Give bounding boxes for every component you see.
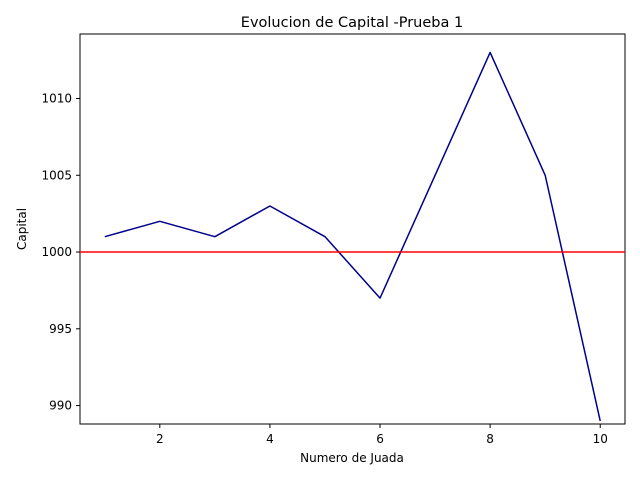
plot-area	[79, 33, 626, 425]
x-tick-label: 4	[266, 432, 274, 446]
y-axis-ticks: 990 995 1000 1005 1010	[41, 91, 80, 413]
y-axis-label: Capital	[15, 208, 29, 250]
y-tick-label: 995	[49, 322, 72, 336]
y-tick-label: 1000	[41, 245, 72, 259]
x-tick-label: 6	[376, 432, 384, 446]
y-tick-label: 1005	[41, 168, 72, 182]
series-line	[104, 51, 601, 422]
x-axis-label: Numero de Juada	[300, 451, 404, 465]
y-tick-label: 990	[49, 399, 72, 413]
series-layer	[80, 51, 625, 422]
x-axis-ticks: 2 4 6 8 10	[156, 424, 608, 446]
chart-title: Evolucion de Capital -Prueba 1	[241, 15, 463, 31]
x-tick-label: 8	[486, 432, 494, 446]
plot-frame	[79, 33, 626, 425]
x-tick-label: 2	[156, 432, 164, 446]
x-tick-label: 10	[593, 432, 608, 446]
y-tick-label: 1010	[41, 91, 72, 105]
